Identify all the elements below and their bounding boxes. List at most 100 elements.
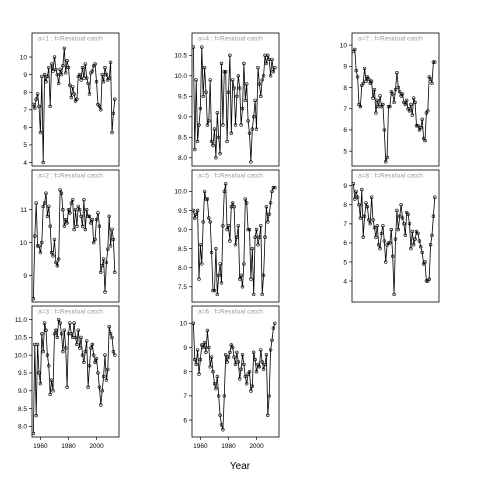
data-point — [108, 60, 113, 64]
data-point — [68, 83, 72, 87]
data-point — [231, 78, 235, 82]
data-point — [75, 342, 79, 347]
strip-label: a=7 : f=Residual catch — [358, 36, 423, 43]
data-point — [33, 106, 37, 110]
data-point — [431, 214, 436, 218]
y-tick-label: 8 — [183, 369, 187, 376]
data-point — [417, 239, 422, 243]
data-point — [42, 72, 47, 77]
data-point — [364, 201, 368, 205]
panel-frame — [191, 32, 280, 167]
data-point — [101, 374, 106, 379]
data-point — [212, 127, 217, 131]
data-point — [38, 381, 43, 386]
y-tick-label: 6 — [343, 127, 347, 134]
data-point — [402, 222, 406, 226]
data-point — [367, 218, 371, 222]
data-point — [41, 349, 45, 354]
data-point — [228, 350, 232, 354]
data-point — [235, 94, 239, 99]
data-point — [222, 69, 227, 74]
data-point — [236, 74, 241, 78]
data-point — [108, 332, 113, 336]
data-point — [94, 79, 99, 84]
data-point — [219, 423, 224, 427]
y-tick-label: 8 — [343, 85, 347, 92]
data-point — [221, 123, 225, 127]
data-point — [51, 254, 55, 258]
panel-frame — [351, 169, 440, 303]
y-tick-label: 8.5 — [178, 135, 187, 142]
data-point — [256, 243, 260, 247]
data-point — [229, 131, 234, 135]
y-tick-label: 10 — [20, 54, 28, 61]
y-tick-label: 10.5 — [14, 335, 27, 342]
data-point — [40, 74, 44, 79]
data-point — [83, 227, 88, 232]
data-point — [54, 328, 58, 332]
data-point — [245, 82, 249, 86]
data-point — [409, 246, 413, 251]
data-point — [268, 74, 273, 78]
data-point — [212, 288, 217, 293]
data-point — [354, 189, 358, 194]
data-point — [99, 108, 103, 112]
y-tick-label: 4 — [343, 278, 347, 285]
y-tick-label: 9.0 — [18, 388, 27, 395]
data-point — [271, 185, 276, 190]
data-point — [90, 342, 95, 347]
data-point — [35, 244, 40, 248]
data-point — [353, 197, 357, 201]
data-point — [107, 325, 111, 329]
data-point — [391, 254, 395, 258]
series-line — [193, 183, 275, 295]
data-point — [243, 197, 248, 201]
data-point — [391, 92, 395, 96]
data-point — [65, 221, 69, 225]
data-point — [84, 76, 89, 80]
data-point — [224, 69, 228, 74]
data-point — [252, 292, 256, 297]
data-point — [369, 195, 374, 199]
y-tick-label: 9 — [183, 345, 187, 352]
data-point — [197, 123, 201, 127]
data-point — [379, 231, 384, 236]
x-tick-label: 1960 — [193, 443, 208, 450]
data-point — [214, 156, 218, 160]
panel-1: a=1 : f=Residual catch 4 5 6 7 8 9 10 — [20, 32, 120, 167]
data-point — [106, 247, 110, 251]
data-point — [260, 360, 264, 364]
data-point — [410, 113, 414, 117]
data-point — [201, 220, 205, 224]
data-point — [86, 385, 90, 389]
data-point — [82, 360, 86, 364]
data-point — [198, 243, 203, 247]
data-point — [62, 328, 67, 332]
data-point — [99, 270, 103, 274]
data-point — [240, 353, 245, 357]
data-point — [388, 104, 392, 109]
data-point — [211, 288, 215, 293]
data-point — [93, 237, 97, 242]
data-point — [266, 413, 270, 417]
data-point — [211, 370, 215, 374]
data-point — [33, 234, 37, 238]
y-tick-label: 10 — [340, 42, 348, 49]
data-point — [235, 350, 239, 354]
data-point — [111, 237, 116, 242]
x-tick-label: 2000 — [249, 443, 264, 450]
y-tick-label: 10.0 — [174, 73, 187, 80]
data-point — [104, 72, 109, 77]
data-point — [80, 353, 85, 357]
data-point — [381, 224, 385, 228]
data-point — [37, 244, 41, 248]
data-point — [378, 246, 382, 251]
data-point — [41, 204, 45, 209]
data-point — [107, 214, 111, 219]
data-point — [374, 111, 378, 115]
data-point — [351, 182, 356, 186]
data-point — [389, 227, 393, 232]
data-point — [76, 328, 81, 332]
data-point — [51, 389, 55, 393]
data-point — [97, 104, 102, 109]
